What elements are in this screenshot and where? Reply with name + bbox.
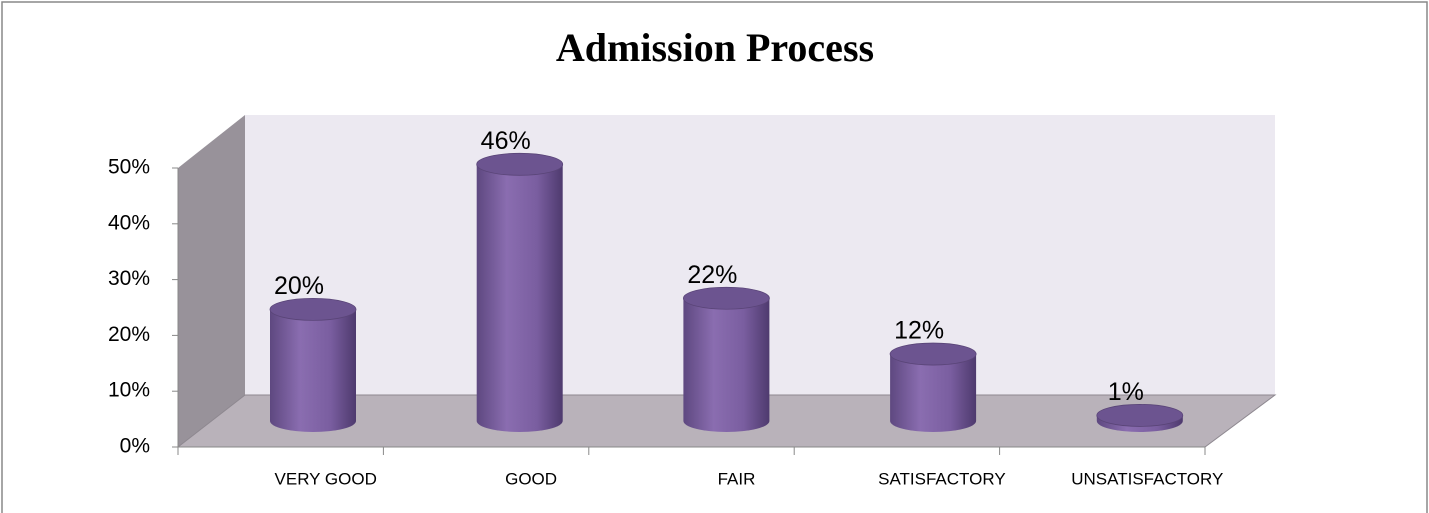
- value-label: 46%: [481, 127, 531, 155]
- y-tick-label: 40%: [108, 211, 150, 234]
- value-label: 22%: [687, 261, 737, 289]
- bar-top: [269, 297, 357, 321]
- bar-top: [1096, 404, 1184, 427]
- y-tick-label: 30%: [108, 267, 150, 290]
- chart-title: Admission Process: [556, 25, 874, 70]
- bar-top: [889, 342, 977, 366]
- bar-body: [270, 309, 356, 432]
- side-wall: [178, 115, 245, 447]
- x-tick-label: GOOD: [505, 469, 557, 488]
- bar-top: [476, 152, 564, 176]
- bar-body: [476, 164, 563, 432]
- value-label: 12%: [894, 317, 944, 345]
- x-tick-label: VERY GOOD: [275, 469, 377, 488]
- y-tick-label: 0%: [120, 435, 150, 458]
- y-tick-label: 10%: [108, 379, 150, 402]
- x-tick-label: FAIR: [718, 469, 756, 488]
- x-tick-label: UNSATISFACTORY: [1071, 469, 1223, 488]
- value-label: 20%: [274, 272, 324, 300]
- bar-top: [683, 286, 770, 310]
- bar-body: [683, 298, 770, 432]
- y-tick-label: 50%: [108, 156, 150, 179]
- x-tick-label: SATISFACTORY: [878, 469, 1006, 488]
- y-tick-label: 20%: [108, 323, 150, 346]
- bar-body: [890, 354, 977, 432]
- value-label: 1%: [1108, 378, 1144, 406]
